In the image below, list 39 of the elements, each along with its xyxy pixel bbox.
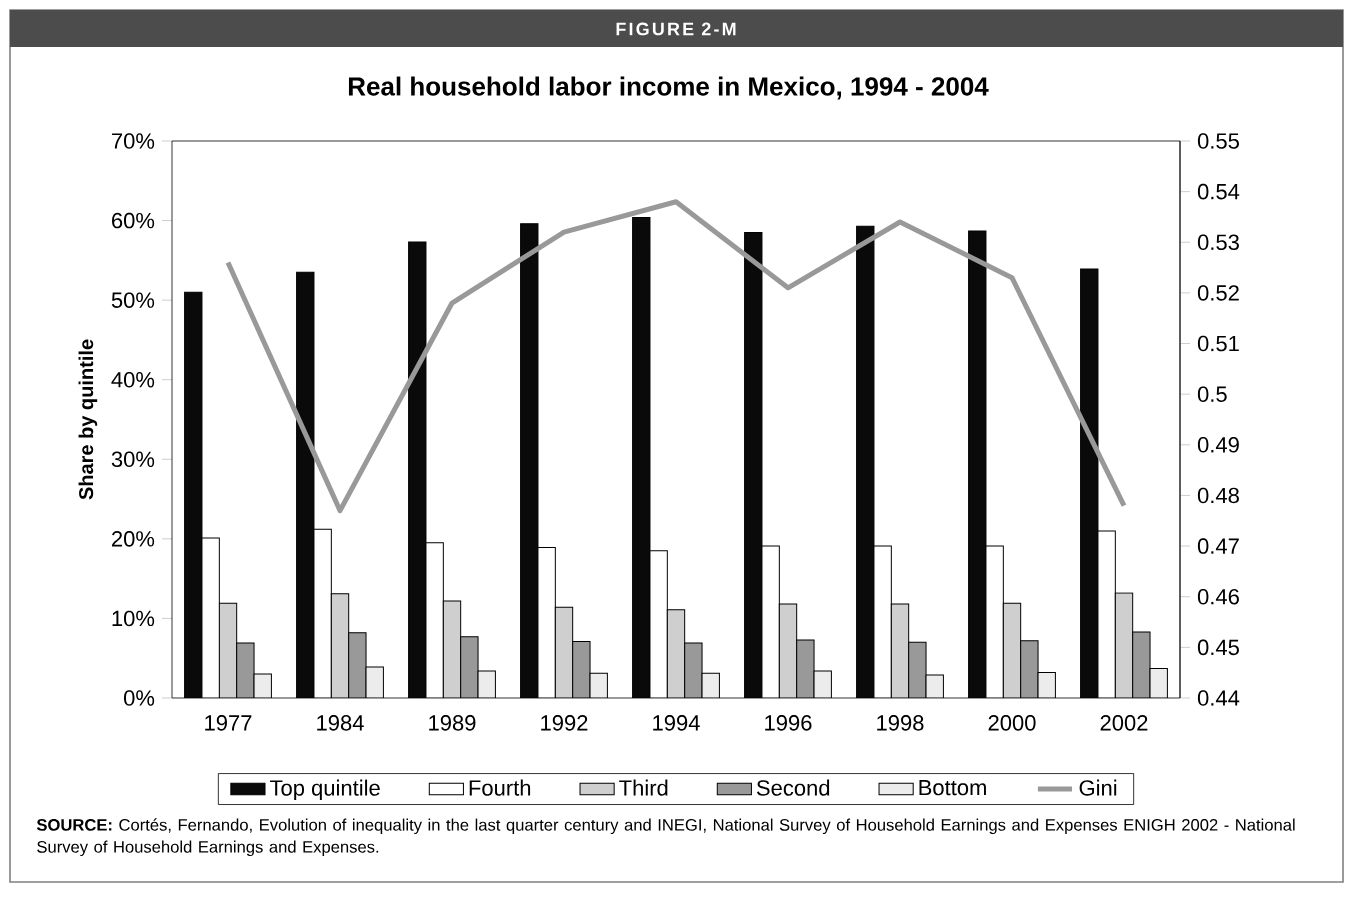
legend-label: Third: [619, 779, 668, 796]
y2-tick-label: 0.53: [1197, 234, 1239, 251]
x-tick-label: 1998: [877, 715, 924, 731]
caption: FIGURE 2-M: [616, 22, 736, 36]
x-tick-label: 1989: [429, 715, 476, 731]
y2-tick-label: 0.44: [1197, 690, 1240, 706]
chart-title: Real household labor income in Mexico, 1994 - 2004: [348, 76, 989, 100]
y-tick-label: 20%: [112, 531, 155, 547]
y2-tick-label: 0.46: [1197, 588, 1239, 605]
y2-tick-label: 0.55: [1197, 133, 1239, 149]
legend-label: Bottom: [919, 780, 986, 796]
y-axis-title: Share by quintile: [78, 339, 98, 500]
y-tick-label: 40%: [111, 371, 155, 388]
x-tick-label: 1984: [317, 715, 364, 731]
y2-tick-label: 0.54: [1197, 183, 1240, 200]
x-tick-label: 1996: [765, 715, 812, 731]
y2-tick-label: 0.49: [1197, 437, 1239, 453]
y-tick-label: 0%: [123, 690, 155, 706]
legend-label: Top quintile: [270, 779, 380, 801]
text: SOURCE: Cortés, Fernando, Evolution of inequality in the last quarter century and INEGI, National Survey of Household Earnings and Expenses ENIGH 2002 - National Survey of Household Earnings and Expenses.: [36, 818, 1295, 857]
y2-tick-label: 0.45: [1197, 639, 1239, 656]
y2-tick-label: 0.52: [1197, 285, 1239, 301]
legend-label: Second: [756, 779, 830, 796]
x-tick-label: 2002: [1100, 715, 1148, 731]
y-tick-label: 30%: [111, 451, 155, 468]
y-tick-label: 60%: [112, 212, 155, 229]
y2-tick-label: 0.48: [1197, 487, 1239, 504]
x-tick-label: 1994: [653, 715, 700, 731]
y-tick-label: 50%: [111, 292, 155, 308]
legend-label: Fourth: [469, 779, 531, 796]
x-tick-label: 1977: [205, 715, 252, 731]
x-tick-label: 2000: [988, 715, 1036, 731]
legend-label: Gini: [1079, 779, 1117, 796]
y2-tick-label: 0.47: [1197, 538, 1239, 554]
y2-tick-label: 0.5: [1197, 386, 1227, 402]
y-tick-label: 10%: [112, 610, 155, 627]
y2-tick-label: 0.51: [1197, 335, 1239, 352]
y-tick-label: 70%: [112, 133, 155, 149]
x-tick-label: 1992: [541, 715, 588, 731]
